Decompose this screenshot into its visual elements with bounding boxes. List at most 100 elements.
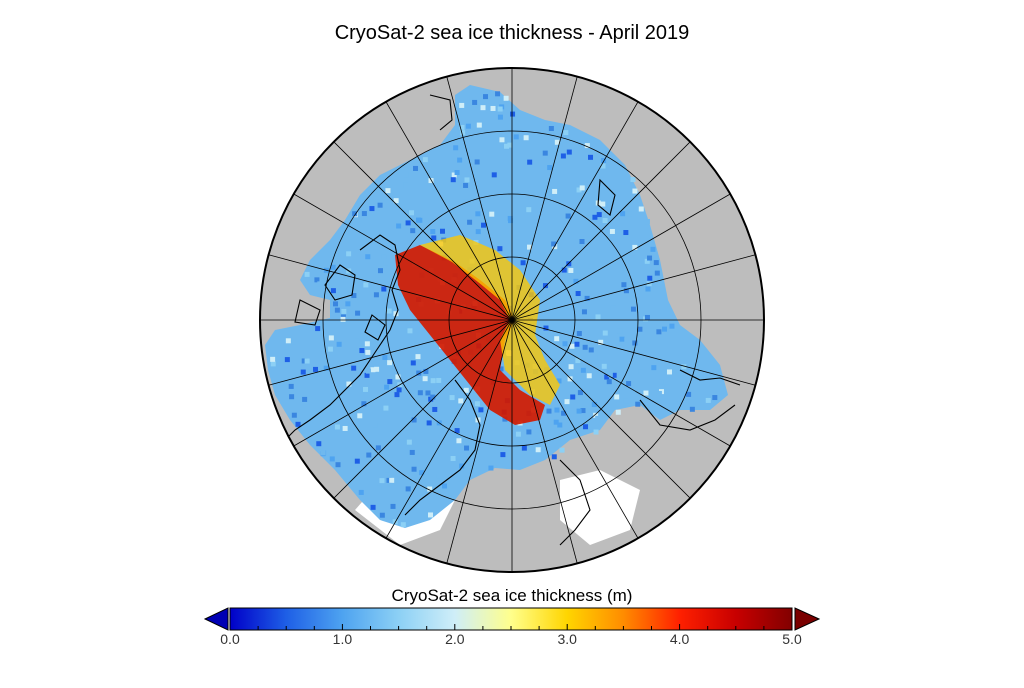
ice-cell [503,95,509,101]
ice-cell [364,341,370,347]
colorbar-tick-label: 5.0 [782,631,802,647]
ice-cell [334,307,340,313]
ice-cell [620,211,626,217]
ice-cell [464,177,470,183]
ice-cell [427,486,433,492]
ice-cell [352,211,358,217]
ice-cell [453,145,459,151]
ice-cell [595,415,601,421]
ice-cell [621,282,627,288]
ice-cell [459,463,465,469]
ice-cell [584,143,590,149]
ice-cell [288,383,294,389]
parallel-circle [322,130,702,510]
ice-cell [328,335,334,341]
ice-cell [515,234,521,240]
ice-cell [601,363,607,369]
thick-ice-region [395,245,545,425]
ice-cell [359,348,365,354]
ice-cell [464,445,470,451]
ice-cell [650,246,656,252]
colorbar-tick-label: 2.0 [445,631,465,647]
ice-cell [478,407,484,413]
ice-cell [385,188,391,194]
ice-cell [440,228,446,234]
ice-cell [609,228,615,234]
ice-cell [430,394,436,400]
ice-cell [547,165,553,171]
ice-cell [463,387,469,393]
ice-cell [396,387,402,393]
ice-cell [515,431,521,437]
ice-cell [442,483,448,489]
ice-cell [664,384,670,390]
ice-cell [377,202,383,208]
ice-cell [596,212,602,218]
ice-cell [556,378,562,384]
ice-cell [405,220,411,226]
ice-cell [340,316,346,322]
ice-cell [662,326,668,332]
ice-cell [354,458,360,464]
ice-cell [387,360,393,366]
ice-cell [635,401,641,407]
ice-cell [653,260,659,266]
ice-cell [336,341,342,347]
ice-cell [562,142,568,148]
ice-cell [632,188,638,194]
ice-cell [588,347,594,353]
ice-cell [355,310,361,316]
ice-cell [645,286,651,292]
ice-cell [588,154,594,160]
ice-cell [436,377,442,383]
ice-cell [369,206,375,212]
colorbar-tick-label: 1.0 [332,631,353,647]
ice-cell [384,384,390,390]
ice-cell [430,378,436,384]
ice-cell [415,354,421,360]
ice-cell [480,105,486,111]
ice-cell [548,125,554,131]
ice-cell [617,328,623,334]
ice-cell [341,308,347,314]
ice-cell [489,211,495,217]
ice-cell [416,370,422,376]
map-boundary [259,67,765,573]
ice-cell [381,286,387,292]
ice-cell [552,188,558,194]
colorbar [203,607,821,631]
ice-cell [316,441,322,447]
ice-cell [387,379,393,385]
ice-cell [422,157,428,163]
ice-cell [475,229,481,235]
ice-cell [463,182,469,188]
ice-cell [632,340,638,346]
ice-cell [314,277,320,283]
ice-cell [498,366,504,372]
ice-cell [361,401,367,407]
ice-cell [553,419,559,425]
ice-cell [396,223,402,229]
ice-cell [624,337,630,343]
ice-cell [681,364,687,370]
ice-cell [554,336,560,342]
ice-cell [564,399,570,405]
ice-cell [626,211,632,217]
ice-cell [527,244,533,250]
ice-cell [411,466,417,472]
ice-cell [669,323,675,329]
ice-cell [335,270,341,276]
ice-cell [377,268,383,274]
ice-cell [357,413,363,419]
ice-cell [587,268,593,274]
ice-cell [687,367,693,373]
ice-cell [459,124,465,130]
ice-cell [575,358,581,364]
ice-cell [594,190,600,196]
ice-cell [651,365,657,371]
ice-cell [576,187,582,193]
ice-cell [460,130,466,136]
ice-cell [497,114,503,120]
parallel-circle [448,256,576,384]
ice-cell [602,330,608,336]
